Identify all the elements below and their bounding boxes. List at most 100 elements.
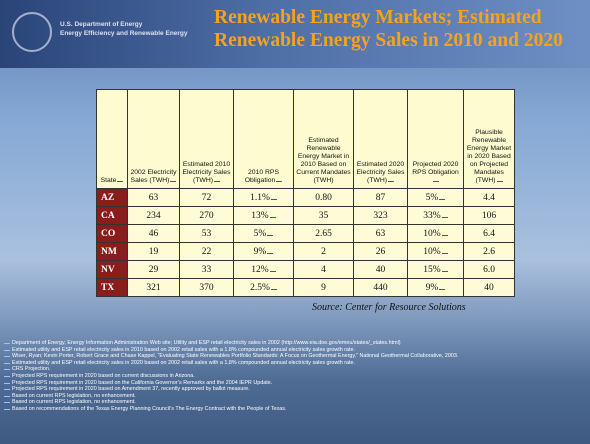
column-header: State [96, 89, 128, 189]
cell-text: 234 [146, 210, 161, 221]
table-cell: 2.5% [233, 278, 294, 297]
cell-text: 370 [199, 282, 214, 293]
column-header: 2010 RPS Obligation [233, 89, 294, 189]
cell-text: 35 [318, 210, 329, 221]
cell-text: 40 [484, 282, 494, 293]
footnote: Projected RPS requirement in 2020 based … [4, 373, 586, 380]
footnote: CRS Projection. [4, 366, 586, 373]
table-cell: 33 [179, 260, 234, 279]
column-header-text: Plausible Renewable Energy Market in 202… [466, 129, 512, 184]
state-cell: NV [96, 260, 128, 279]
cell-text: 40 [375, 264, 386, 275]
table-row: NV 29 33 12% 4 40 15% 6.0 [96, 260, 515, 279]
cell-text: 87 [375, 192, 386, 203]
cell-text: TX [101, 282, 115, 293]
cell-text: CA [101, 210, 115, 221]
cell-text: NV [101, 264, 115, 275]
state-cell: CO [96, 224, 128, 243]
table-cell: 2.6 [463, 242, 515, 261]
cell-text: 12% [251, 264, 269, 275]
cell-text: 1.1% [250, 192, 270, 203]
table-cell: 0.80 [293, 188, 354, 207]
cell-text: 72 [201, 192, 212, 203]
state-cell: NM [96, 242, 128, 261]
cell-text: 33 [201, 264, 212, 275]
table-cell: 12% [233, 260, 294, 279]
table-cell: 270 [179, 206, 234, 225]
column-header-text: State [100, 177, 117, 184]
cell-text: 0.80 [315, 192, 332, 203]
table-cell: 22 [179, 242, 234, 261]
cell-text: 10% [423, 228, 441, 239]
table-row: CA 234 270 13% 35 323 33% 106 [96, 206, 515, 225]
table-cell: 40 [353, 260, 408, 279]
cell-text: 53 [201, 228, 212, 239]
cell-text: 9% [253, 246, 267, 257]
cell-text: 33% [423, 210, 441, 221]
cell-text: 6.4 [483, 228, 495, 239]
footnote: Projected RPS requirement in 2020 based … [4, 386, 586, 393]
cell-text: 13% [251, 210, 269, 221]
table-row: TX 321 370 2.5% 9 440 9% 40 [96, 278, 515, 297]
footnote: Projected RPS requirement in 2020 based … [4, 380, 586, 387]
cell-text: 26 [375, 246, 386, 257]
column-header-text: 2002 Electricity Sales (TWH) [130, 169, 177, 184]
slide-title: Renewable Energy Markets; Estimated Rene… [214, 7, 563, 51]
cell-text: 9 [321, 282, 326, 293]
cell-text: 63 [375, 228, 386, 239]
table-cell: 321 [127, 278, 180, 297]
banner: U.S. Department of Energy Energy Efficie… [0, 0, 590, 68]
cell-text: 106 [481, 210, 497, 221]
cell-text: 5% [425, 192, 439, 203]
table-cell: 440 [353, 278, 408, 297]
table-cell: 4 [293, 260, 354, 279]
table-cell: 29 [127, 260, 180, 279]
footnote: Based on recommendations of the Texas En… [4, 406, 586, 413]
table-cell: 5% [407, 188, 464, 207]
org-line: U.S. Department of Energy [60, 21, 143, 28]
table-cell: 63 [127, 188, 180, 207]
cell-text: NM [101, 246, 117, 257]
footnote: Wiser, Ryan; Kevin Porter, Robert Grace … [4, 353, 586, 360]
column-header-text: Estimated 2020 Electricity Sales (TWH) [356, 161, 405, 184]
cell-text: 6.0 [483, 264, 495, 275]
footnote: Based on current RPS legislation, no enh… [4, 399, 586, 406]
logo [12, 12, 52, 52]
table-cell: 46 [127, 224, 180, 243]
footnote: Based on current RPS legislation, no enh… [4, 393, 586, 400]
column-header-text: 2010 RPS Obligation [244, 169, 279, 184]
table-row: AZ 63 72 1.1% 0.80 87 5% 4.4 [96, 188, 515, 207]
table-cell: 5% [233, 224, 294, 243]
cell-text: 2.6 [483, 246, 495, 257]
table-cell: 13% [233, 206, 294, 225]
cell-text: 29 [148, 264, 159, 275]
cell-text: 2.65 [315, 228, 332, 239]
column-header: Estimated Renewable Energy Market in 201… [293, 89, 354, 189]
footnote: Estimated utility and ESP retail electri… [4, 347, 586, 354]
table-cell: 6.4 [463, 224, 515, 243]
column-header: 2002 Electricity Sales (TWH) [127, 89, 180, 189]
cell-text: 4.4 [483, 192, 495, 203]
table-cell: 2 [293, 242, 354, 261]
footnote: Estimated utility and ESP retail electri… [4, 360, 586, 367]
table-cell: 4.4 [463, 188, 515, 207]
cell-text: 2 [321, 246, 326, 257]
cell-text: 5% [253, 228, 267, 239]
table-cell: 72 [179, 188, 234, 207]
cell-text: 323 [373, 210, 388, 221]
table-cell: 9% [407, 278, 464, 297]
table-cell: 9 [293, 278, 354, 297]
cell-text: 19 [148, 246, 159, 257]
cell-text: 2.5% [250, 282, 270, 293]
organization: U.S. Department of Energy Energy Efficie… [60, 20, 188, 38]
table-cell: 10% [407, 224, 464, 243]
table-cell: 10% [407, 242, 464, 261]
table-cell: 370 [179, 278, 234, 297]
footnote: Department of Energy, Energy Information… [4, 340, 586, 347]
column-header-text: Projected 2020 RPS Obligation [412, 161, 459, 176]
state-cell: CA [96, 206, 128, 225]
table-cell: 323 [353, 206, 408, 225]
column-header-text: Estimated 2010 Electricity Sales (TWH) [182, 161, 231, 184]
cell-text: 15% [423, 264, 441, 275]
